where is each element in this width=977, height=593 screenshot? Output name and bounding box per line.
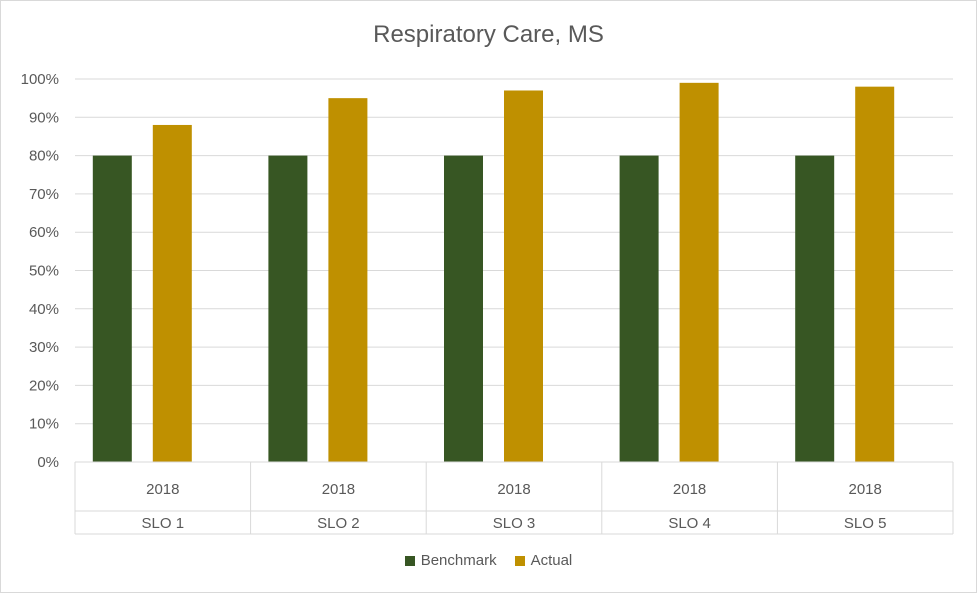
- x-tick-label: SLO 5: [844, 515, 887, 532]
- x-tick-label: SLO 2: [317, 515, 360, 532]
- y-tick-label: 30%: [29, 339, 59, 356]
- x-tick-label: SLO 4: [668, 515, 711, 532]
- x-tick-year: 2018: [497, 481, 530, 498]
- bar-actual-1: [152, 124, 192, 463]
- bar-benchmark-3: [444, 155, 483, 462]
- y-tick-label: 40%: [29, 301, 59, 318]
- y-tick-label: 10%: [29, 416, 59, 433]
- y-tick-label: 90%: [29, 109, 59, 126]
- x-tick-label: SLO 3: [493, 515, 536, 532]
- y-tick-label: 50%: [29, 263, 59, 280]
- y-tick-label: 70%: [29, 186, 59, 203]
- y-tick-label: 80%: [29, 148, 59, 165]
- bar-benchmark-1: [92, 155, 132, 462]
- legend-swatch: [514, 555, 525, 566]
- y-tick-label: 100%: [21, 71, 59, 88]
- x-tick-year: 2018: [673, 481, 706, 498]
- bar-benchmark-2: [268, 155, 308, 462]
- y-tick-label: 60%: [29, 224, 59, 241]
- bar-actual-2: [328, 98, 368, 463]
- bar-benchmark-4: [619, 155, 659, 462]
- legend-label: Benchmark: [420, 552, 497, 569]
- bar-benchmark-5: [795, 155, 835, 462]
- chart-title: Respiratory Care, MS: [373, 21, 604, 48]
- bar-actual-3: [504, 90, 543, 463]
- legend-item-benchmark: Benchmark: [404, 552, 497, 569]
- bar-actual-4: [679, 82, 719, 462]
- y-tick-label: 0%: [37, 454, 59, 471]
- chart-legend: Benchmark Actual: [1, 552, 976, 569]
- bar-actual-5: [855, 86, 895, 462]
- y-tick-label: 20%: [29, 377, 59, 394]
- legend-item-actual: Actual: [514, 552, 573, 569]
- x-tick-year: 2018: [146, 481, 179, 498]
- x-tick-year: 2018: [322, 481, 355, 498]
- legend-label: Actual: [530, 552, 573, 569]
- x-tick-year: 2018: [849, 481, 882, 498]
- legend-swatch: [404, 555, 415, 566]
- x-tick-label: SLO 1: [142, 515, 185, 532]
